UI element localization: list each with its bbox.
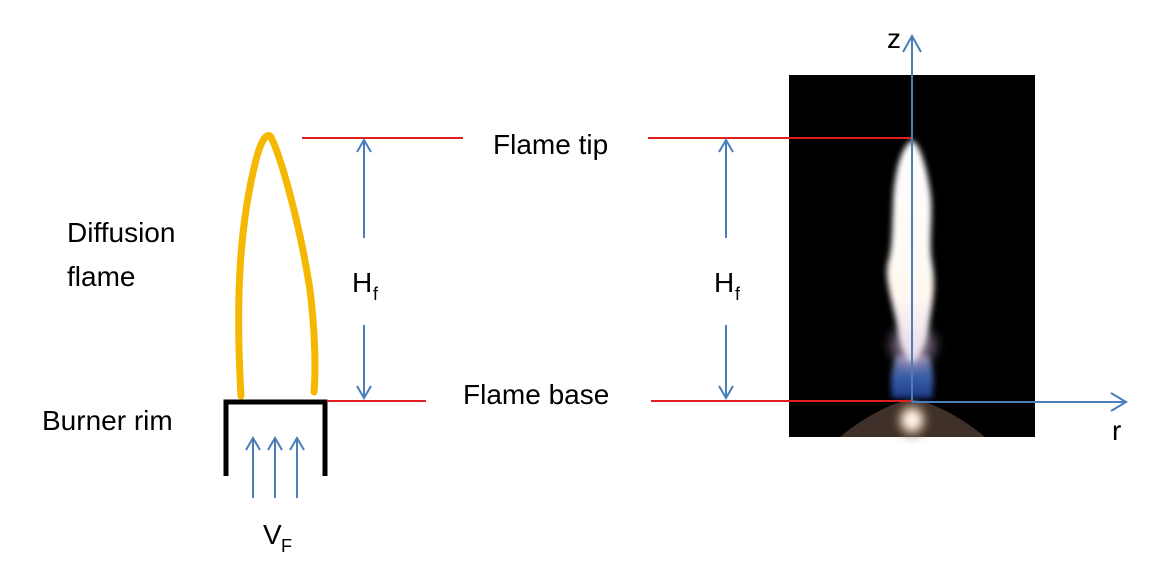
r-axis xyxy=(912,392,1128,412)
diffusion-flame-label-2: flame xyxy=(67,261,135,292)
double-arrow-icon xyxy=(718,138,734,400)
height-subscript-right: f xyxy=(735,284,741,304)
height-subscript-left: f xyxy=(373,284,379,304)
z-axis-label: z xyxy=(887,23,901,54)
flame-tip-label: Flame tip xyxy=(493,129,608,160)
r-axis-label: r xyxy=(1112,415,1121,446)
double-arrow-icon xyxy=(356,138,372,400)
diffusion-flame-label: Diffusion xyxy=(67,217,175,248)
z-axis xyxy=(902,33,922,402)
flame-base-label: Flame base xyxy=(463,379,609,410)
diffusion-flame-outline xyxy=(235,132,319,400)
height-label-right: H xyxy=(714,267,734,298)
burner-rim xyxy=(223,399,328,476)
height-label-left: H xyxy=(352,267,372,298)
burner-rim-label: Burner rim xyxy=(42,405,173,436)
arrow-up-icon xyxy=(245,436,305,498)
velocity-subscript: F xyxy=(281,536,292,556)
velocity-label: V xyxy=(263,519,282,550)
